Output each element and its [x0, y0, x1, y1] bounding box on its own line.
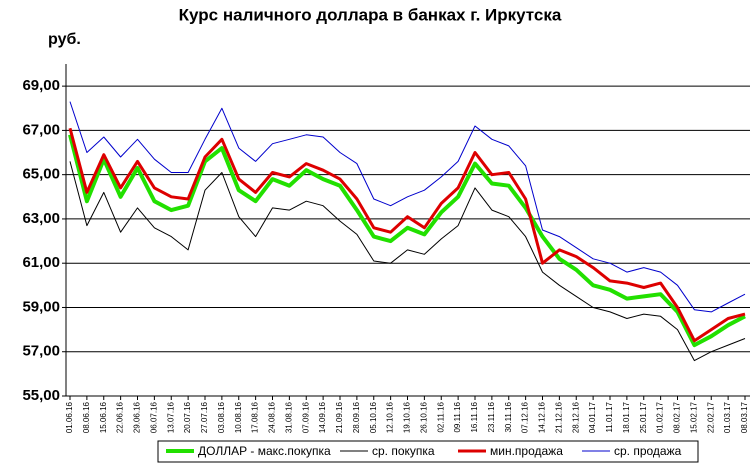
x-tick-label: 14.09.16	[318, 401, 327, 433]
y-axis-label: руб.	[48, 31, 81, 48]
chart-title: Курс наличного доллара в банках г. Иркут…	[179, 5, 562, 24]
y-tick-label: 63,00	[22, 210, 60, 227]
y-tick-label: 69,00	[22, 77, 60, 94]
x-tick-label: 01.06.16	[65, 401, 74, 433]
series-line	[68, 127, 746, 343]
series-line	[69, 161, 746, 362]
y-tick-label: 61,00	[22, 254, 60, 271]
x-tick-label: 15.06.16	[99, 401, 108, 433]
x-tick-label: 29.06.16	[133, 401, 142, 433]
x-tick-label: 31.08.16	[284, 401, 293, 433]
x-tick-label: 02.11.16	[436, 401, 445, 432]
series-line	[68, 134, 746, 348]
y-tick-label: 57,00	[22, 343, 60, 360]
series-line	[69, 101, 746, 313]
x-tick-label: 13.07.16	[166, 401, 175, 433]
x-tick-label: 30.11.16	[504, 401, 513, 432]
x-tick-label: 26.10.16	[419, 401, 428, 433]
x-tick-label: 12.10.16	[386, 401, 395, 433]
legend-label: ср. покупка	[372, 444, 435, 458]
x-tick-label: 07.09.16	[301, 401, 310, 433]
x-tick-label: 03.08.16	[217, 401, 226, 433]
x-tick-label: 11.01.17	[605, 401, 614, 432]
x-tick-label: 08.03.17	[740, 401, 749, 433]
y-tick-label: 67,00	[22, 121, 60, 138]
legend-box	[157, 440, 699, 463]
x-tick-label: 28.09.16	[352, 401, 361, 433]
x-tick-label: 08.02.17	[673, 401, 682, 433]
x-tick-label: 22.02.17	[706, 401, 715, 433]
y-tick-label: 55,00	[22, 387, 60, 404]
x-tick-label: 22.06.16	[116, 401, 125, 433]
x-tick-label: 21.12.16	[554, 401, 563, 433]
x-tick-label: 20.07.16	[183, 401, 192, 433]
y-tick-label: 65,00	[22, 166, 60, 183]
x-tick-label: 04.01.17	[588, 401, 597, 433]
x-tick-label: 19.10.16	[403, 401, 412, 433]
x-tick-label: 01.02.17	[656, 401, 665, 433]
x-tick-label: 18.01.17	[622, 401, 631, 433]
x-tick-label: 16.11.16	[470, 401, 479, 432]
x-tick-label: 15.02.17	[689, 401, 698, 433]
x-tick-label: 07.12.16	[521, 401, 530, 433]
x-tick-label: 25.01.17	[639, 401, 648, 433]
legend-label: ср. продажа	[614, 444, 682, 458]
x-tick-label: 17.08.16	[251, 401, 260, 433]
legend-label: ДОЛЛАР - макс.покупка	[198, 444, 331, 458]
x-tick-label: 01.03.17	[723, 401, 732, 433]
x-tick-label: 06.07.16	[149, 401, 158, 433]
x-tick-label: 27.07.16	[200, 401, 209, 433]
x-tick-label: 14.12.16	[538, 401, 547, 433]
x-tick-label: 09.11.16	[453, 401, 462, 432]
x-tick-label: 05.10.16	[369, 401, 378, 433]
x-tick-label: 23.11.16	[487, 401, 496, 432]
y-tick-label: 59,00	[22, 298, 60, 315]
x-tick-label: 08.06.16	[82, 401, 91, 433]
x-tick-label: 24.08.16	[268, 401, 277, 433]
x-tick-label: 21.09.16	[335, 401, 344, 433]
legend-label: мин.продажа	[490, 444, 563, 458]
x-tick-label: 10.08.16	[234, 401, 243, 433]
x-tick-label: 28.12.16	[571, 401, 580, 433]
